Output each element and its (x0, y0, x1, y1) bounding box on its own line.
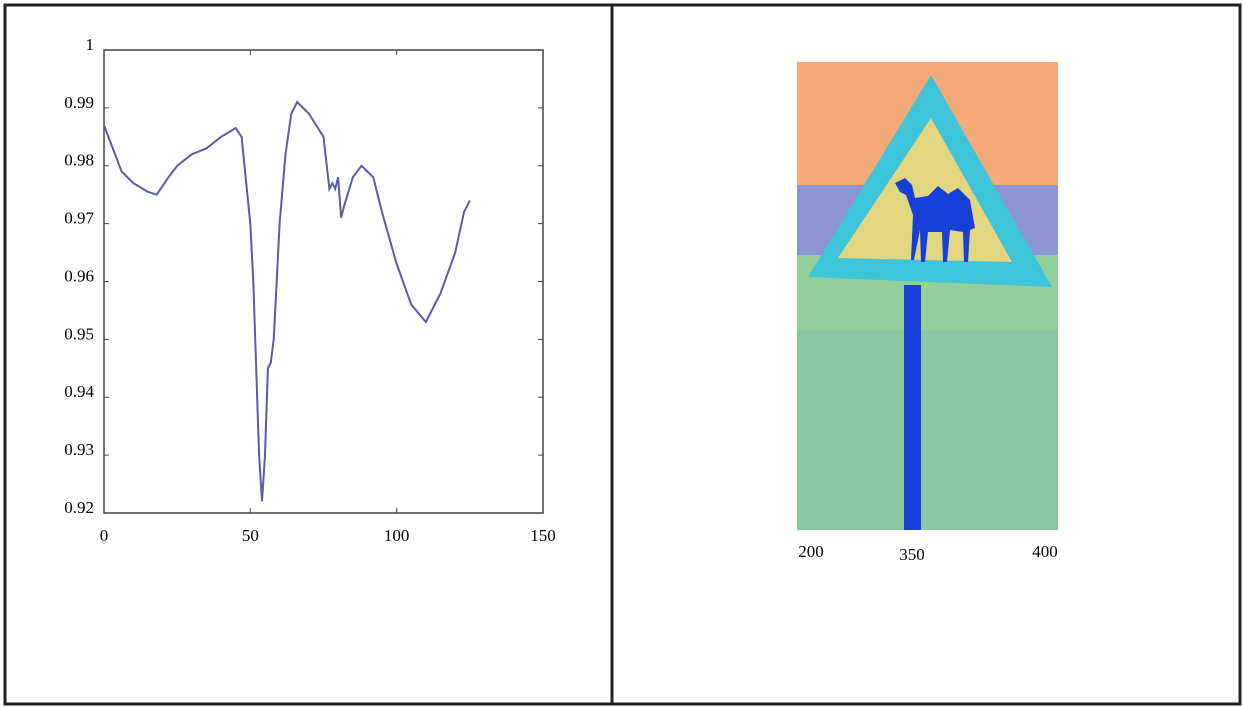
x-tick-label: 150 (530, 526, 556, 545)
x-tick-label: 400 (1032, 542, 1058, 561)
x-tick-label: 200 (798, 542, 824, 561)
x-tick-label: 50 (242, 526, 259, 545)
y-tick-label: 0.95 (64, 324, 94, 343)
pole (904, 285, 921, 530)
x-tick-label: 100 (384, 526, 410, 545)
x-tick-label: 0 (100, 526, 109, 545)
y-tick-label: 0.94 (64, 382, 94, 401)
right-panel (610, 3, 1242, 706)
y-tick-label: 1 (86, 35, 95, 54)
x-tick-label: 350 (899, 545, 925, 564)
y-tick-label: 0.97 (64, 209, 94, 228)
y-tick-label: 0.98 (64, 151, 94, 170)
y-tick-label: 0.96 (64, 266, 94, 285)
ground-shade (797, 330, 1058, 530)
y-tick-label: 0.93 (64, 440, 94, 459)
photo (797, 62, 1058, 530)
y-tick-label: 0.99 (64, 93, 94, 112)
data-line (103, 100, 471, 502)
camel (895, 178, 975, 262)
y-tick-label: 0.92 (64, 498, 94, 517)
plot-area (103, 49, 544, 514)
